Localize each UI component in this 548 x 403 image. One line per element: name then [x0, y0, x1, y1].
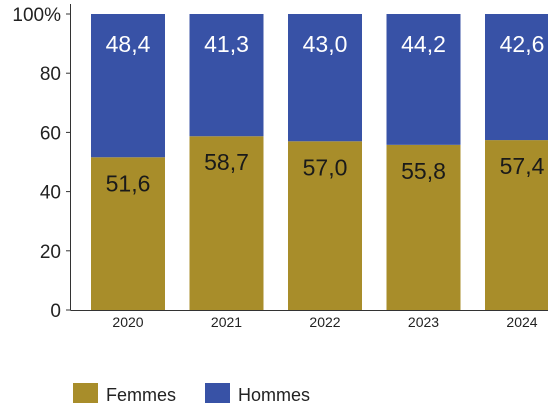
y-axis: 0 20 40 60 80 100%: [12, 4, 71, 322]
data-labels-layer: 51,6 48,4 58,7 41,3 57,0 43,0 55,8 44,2 57,4 42,6: [106, 31, 545, 196]
legend-swatch-hommes: [205, 383, 230, 403]
x-tick-label-2020: 2020: [112, 314, 143, 330]
data-label-femmes-2024: 57,4: [500, 153, 545, 179]
bars-layer: [91, 14, 548, 310]
x-axis: 2020 2021 2022 2023 2024: [70, 310, 548, 330]
bar-hommes-2020: [91, 14, 165, 158]
bar-hommes-2021: [189, 14, 264, 137]
data-label-hommes-2024: 42,6: [500, 31, 545, 57]
legend-label-femmes: Femmes: [106, 385, 176, 403]
y-tick-label-20: 20: [40, 242, 61, 263]
bar-hommes-2023: [386, 14, 461, 145]
x-tick-label-2023: 2023: [408, 314, 439, 330]
x-tick-label-2024: 2024: [506, 314, 537, 330]
y-tick-label-40: 40: [40, 183, 61, 204]
bar-hommes-2022: [288, 14, 362, 142]
data-label-hommes-2021: 41,3: [204, 31, 249, 57]
y-tick-label-0: 0: [50, 301, 61, 322]
data-label-hommes-2020: 48,4: [106, 31, 151, 57]
legend-label-hommes: Hommes: [238, 385, 310, 403]
bar-femmes-2024: [485, 140, 548, 310]
legend: Femmes Hommes: [73, 383, 310, 403]
data-label-femmes-2021: 58,7: [204, 149, 249, 175]
bar-femmes-2023: [386, 144, 461, 310]
data-label-femmes-2023: 55,8: [401, 158, 446, 184]
y-tick-label-80: 80: [40, 64, 61, 85]
bar-femmes-2020: [91, 157, 165, 310]
x-tick-label-2022: 2022: [309, 314, 340, 330]
data-label-hommes-2023: 44,2: [401, 31, 446, 57]
y-tick-label-100: 100%: [12, 5, 61, 26]
legend-swatch-femmes: [73, 383, 98, 403]
bar-femmes-2021: [189, 136, 264, 310]
bar-femmes-2022: [288, 141, 362, 310]
bar-hommes-2024: [485, 14, 548, 141]
data-label-femmes-2020: 51,6: [106, 170, 151, 196]
y-tick-label-60: 60: [40, 123, 61, 144]
data-label-femmes-2022: 57,0: [303, 154, 348, 180]
data-label-hommes-2022: 43,0: [303, 31, 348, 57]
x-tick-label-2021: 2021: [211, 314, 242, 330]
